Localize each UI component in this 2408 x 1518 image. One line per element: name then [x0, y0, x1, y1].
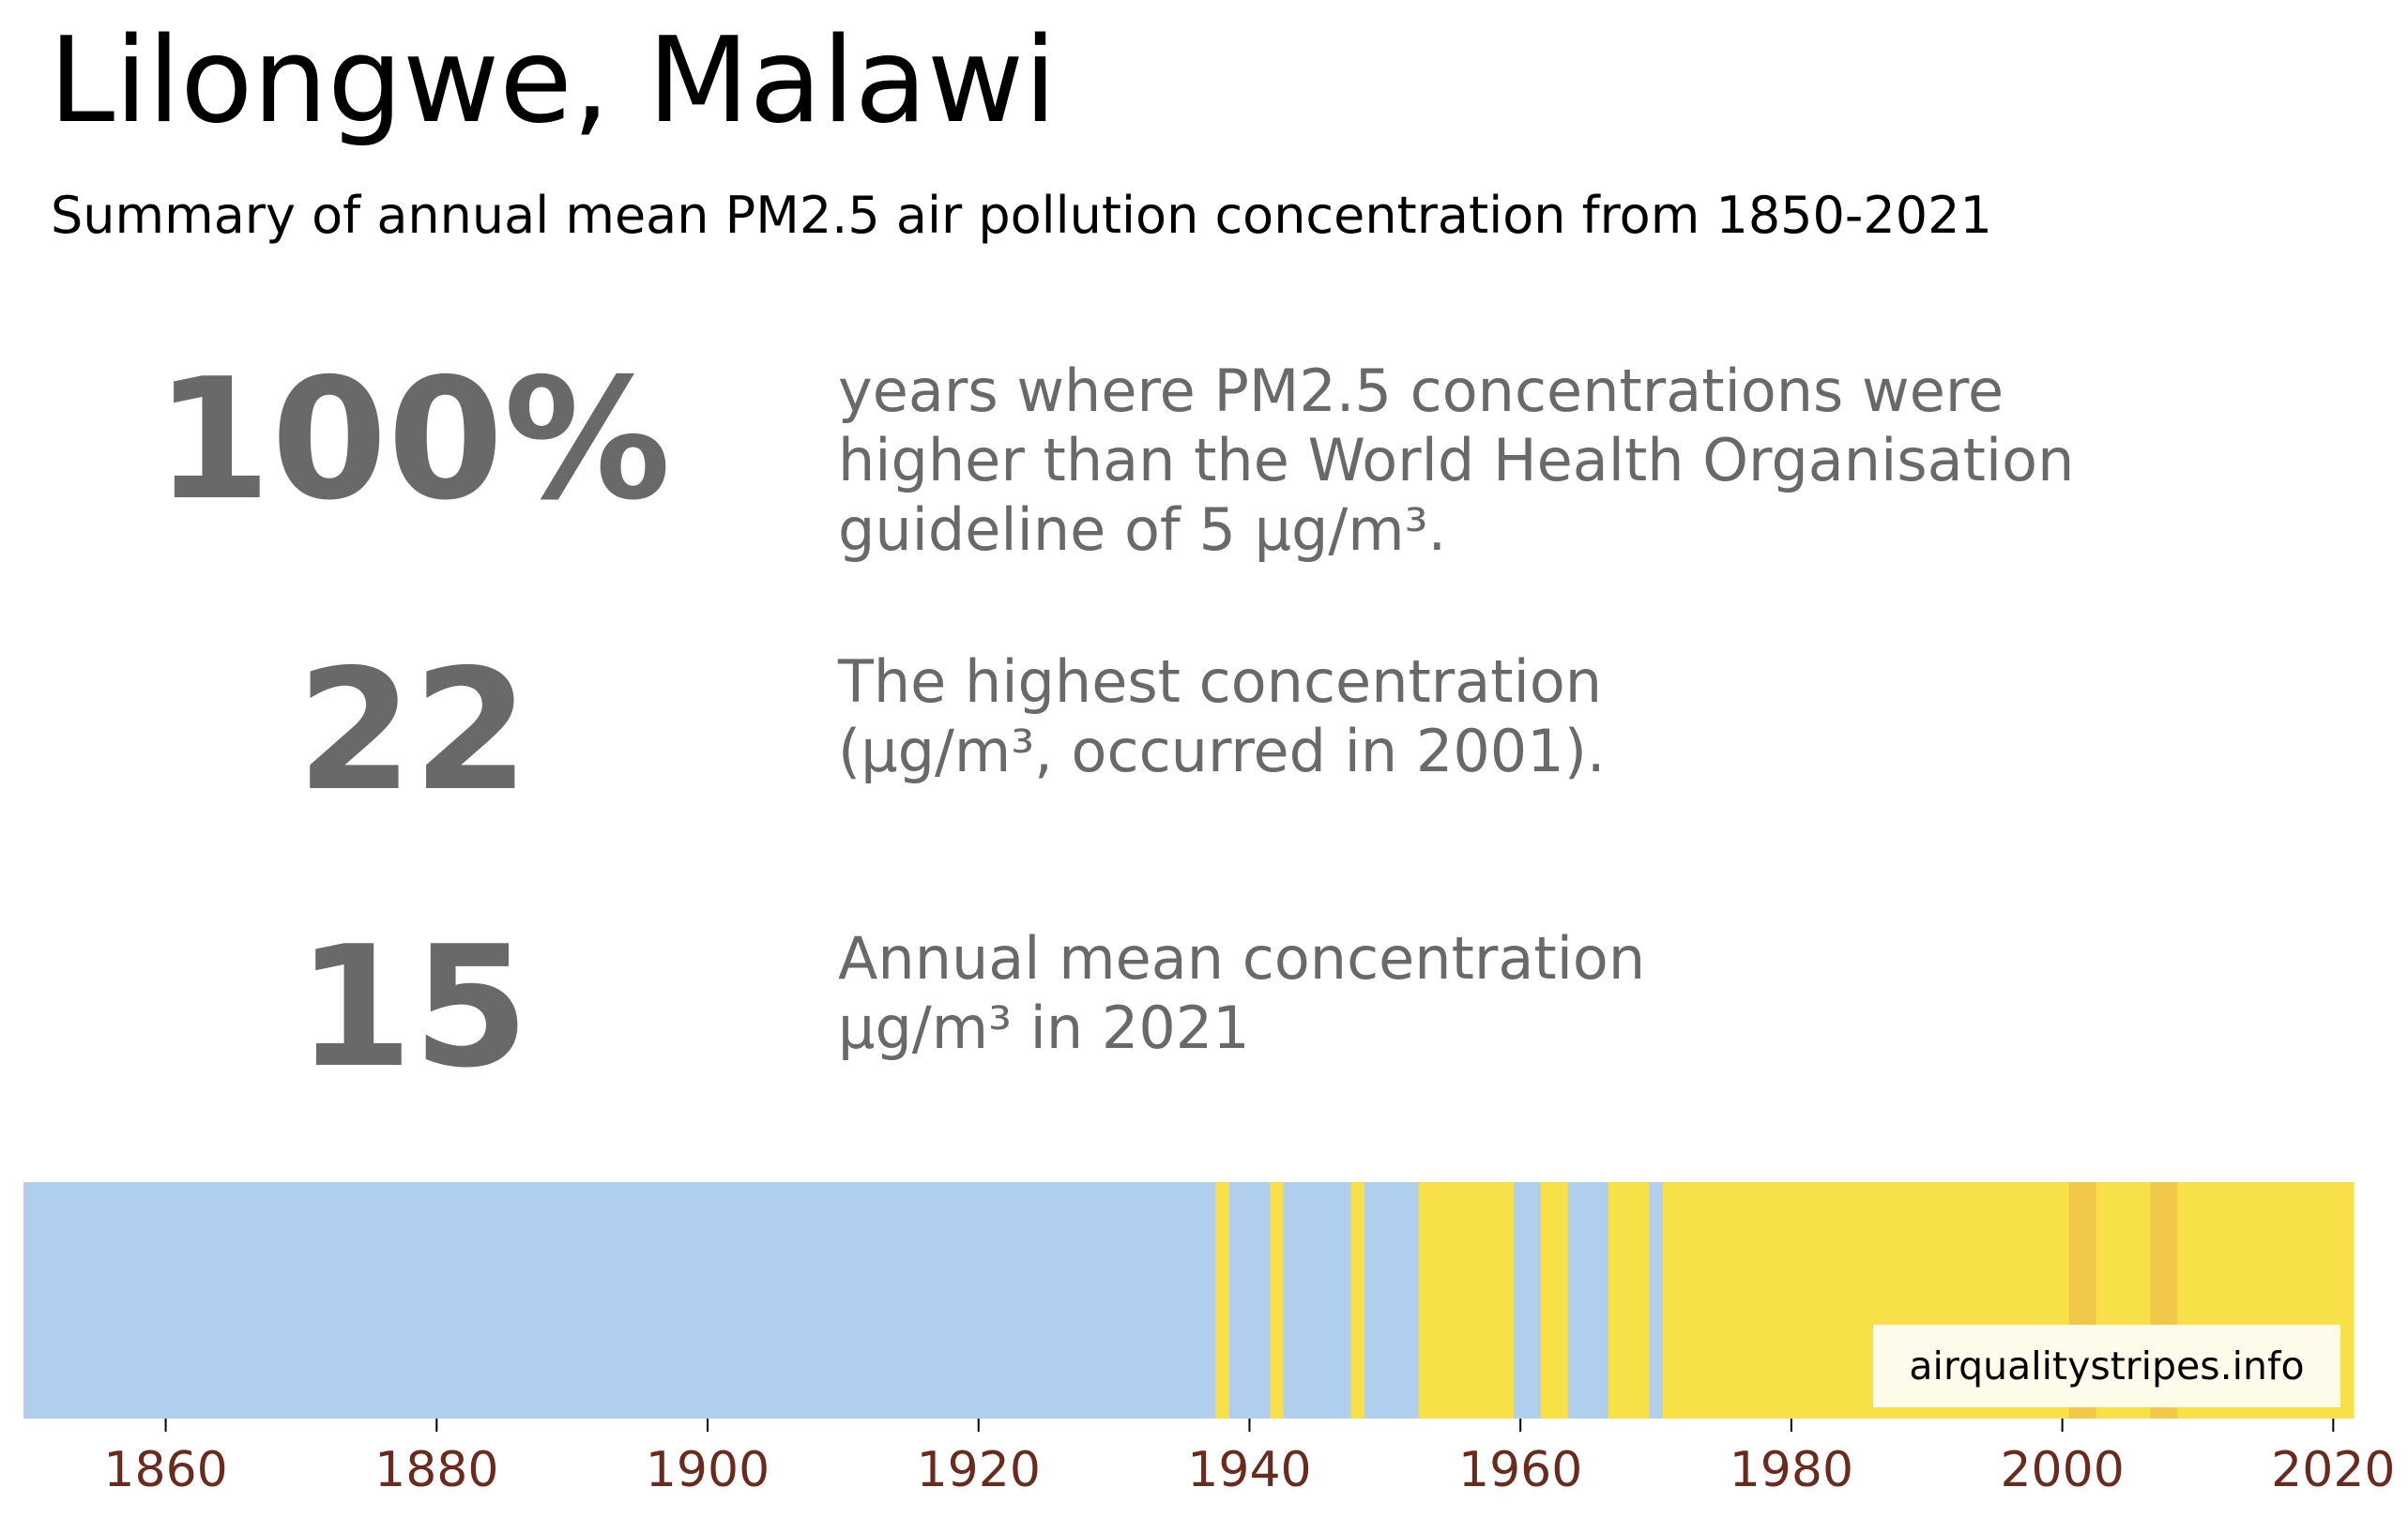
- x-tick-label-1960: 1960: [1458, 1442, 1582, 1498]
- x-tick-label-2020: 2020: [2271, 1442, 2395, 1498]
- stripe-segment-1943-1947: [1283, 1182, 1352, 1419]
- x-tick-label-1880: 1880: [374, 1442, 498, 1498]
- stripe-segment-1939-1941: [1228, 1182, 1271, 1419]
- x-tick-label-1920: 1920: [917, 1442, 1041, 1498]
- stat-value-exceedance: 100%: [155, 342, 671, 537]
- stripe-segment-1967-1969: [1608, 1182, 1650, 1419]
- stat-desc-highest: The highest concentration (µg/m³, occurr…: [838, 647, 1606, 785]
- x-tick-label-1860: 1860: [103, 1442, 227, 1498]
- stat-value-latest: 15: [297, 910, 529, 1104]
- stripe-segment-1953-1959: [1418, 1182, 1515, 1419]
- page-subtitle: Summary of annual mean PM2.5 air polluti…: [51, 186, 1992, 245]
- stripe-segment-1970-1970: [1649, 1182, 1664, 1419]
- page-title: Lilongwe, Malawi: [49, 11, 1058, 149]
- stripe-segment-1949-1952: [1364, 1182, 1420, 1419]
- stripe-segment-1960-1961: [1513, 1182, 1542, 1419]
- stripe-segment-1962-1963: [1540, 1182, 1569, 1419]
- stripe-segment-1938-1938: [1215, 1182, 1230, 1419]
- x-tick-label-1980: 1980: [1730, 1442, 1853, 1498]
- x-tick-label-1940: 1940: [1187, 1442, 1311, 1498]
- stripe-segment-1942-1942: [1270, 1182, 1285, 1419]
- x-tick-label-1900: 1900: [646, 1442, 770, 1498]
- x-tick-label-2000: 2000: [2000, 1442, 2124, 1498]
- stripe-segment-1964-1966: [1567, 1182, 1609, 1419]
- stripe-segment-1948-1948: [1350, 1182, 1365, 1419]
- stat-value-highest: 22: [297, 633, 529, 827]
- stat-desc-exceedance: years where PM2.5 concentrations were hi…: [838, 357, 2075, 564]
- credit-label: airqualitystripes.info: [1873, 1325, 2340, 1407]
- stat-desc-latest: Annual mean concentration µg/m³ in 2021: [838, 924, 1646, 1062]
- stripe-segment-1850-1937: [23, 1182, 1216, 1419]
